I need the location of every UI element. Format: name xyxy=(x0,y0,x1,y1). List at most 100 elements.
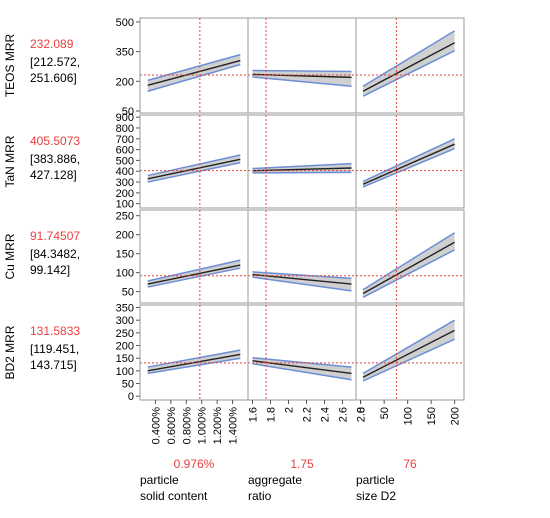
confidence-upper-line xyxy=(362,30,455,87)
y-tick-label: 250 xyxy=(116,328,134,340)
confidence-lower-line xyxy=(362,338,455,382)
y-tick-label: 200 xyxy=(116,76,134,88)
confidence-band xyxy=(147,260,241,288)
prediction-trace xyxy=(362,143,455,185)
confidence-lower-line xyxy=(147,267,241,288)
factor-name: particle xyxy=(140,473,179,487)
factor-name: solid content xyxy=(140,489,208,503)
prediction-trace xyxy=(147,59,241,86)
factor-name: particle xyxy=(356,473,395,487)
x-tick-label: 1.400% xyxy=(228,407,240,445)
response-name: BD2 MRR xyxy=(3,325,17,379)
confidence-interval: [119.451, xyxy=(30,342,79,356)
profile-cell xyxy=(248,18,356,113)
confidence-upper-line xyxy=(362,319,455,375)
factor-name: size D2 xyxy=(356,489,396,503)
y-tick-label: 350 xyxy=(116,303,134,315)
prediction-trace xyxy=(147,158,241,180)
profile-cell xyxy=(140,210,248,303)
prediction-trace xyxy=(362,42,455,92)
y-tick-label: 800 xyxy=(116,123,134,135)
confidence-band xyxy=(147,350,241,374)
y-tick-label: 300 xyxy=(116,177,134,189)
confidence-upper-line xyxy=(362,232,456,291)
y-tick-label: 500 xyxy=(116,155,134,167)
confidence-lower-line xyxy=(252,276,352,292)
x-tick-label: 0 xyxy=(356,407,368,413)
confidence-interval: 99.142] xyxy=(30,263,70,277)
response-name: TEOS MRR xyxy=(3,34,17,98)
y-tick-label: 500 xyxy=(116,17,134,29)
predicted-value: 91.74507 xyxy=(30,229,80,243)
x-tick-label: 1.200% xyxy=(212,407,224,445)
y-tick-label: 150 xyxy=(116,249,134,261)
y-tick-label: 200 xyxy=(116,230,134,242)
y-tick-label: 50 xyxy=(122,106,134,118)
y-tick-label: 100 xyxy=(116,268,134,280)
y-tick-label: 300 xyxy=(116,315,134,327)
x-tick-label: 2.6 xyxy=(338,407,350,422)
x-tick-label: 2.8 xyxy=(356,407,368,422)
factor-current-value: 1.75 xyxy=(290,457,314,471)
y-tick-label: 100 xyxy=(116,366,134,378)
confidence-lower-line xyxy=(147,63,241,92)
cell-frame xyxy=(355,17,465,114)
x-tick-label: 2.4 xyxy=(320,407,332,422)
confidence-upper-line xyxy=(252,69,352,73)
profile-cell xyxy=(248,305,356,400)
confidence-interval: 251.606] xyxy=(30,71,77,85)
confidence-upper-line xyxy=(147,349,241,368)
y-tick-label: 700 xyxy=(116,134,134,146)
x-tick-label: 200 xyxy=(450,407,462,425)
cell-frame xyxy=(355,209,465,304)
factor-current-value: 76 xyxy=(403,457,417,471)
response-name: Cu MRR xyxy=(3,233,17,279)
y-tick-label: 250 xyxy=(116,211,134,223)
confidence-upper-line xyxy=(147,53,241,82)
confidence-upper-line xyxy=(147,259,241,282)
confidence-interval: [383.886, xyxy=(30,152,80,166)
y-tick-label: 50 xyxy=(122,287,134,299)
predicted-value: 131.5833 xyxy=(30,324,80,338)
x-tick-label: 2 xyxy=(284,407,296,413)
x-tick-label: 1.6 xyxy=(248,407,260,422)
x-tick-label: 0.800% xyxy=(181,407,193,445)
response-name: TaN MRR xyxy=(3,135,17,187)
confidence-interval: 143.715] xyxy=(30,358,77,372)
x-tick-label: 50 xyxy=(379,407,391,419)
predicted-value: 405.5073 xyxy=(30,134,80,148)
predicted-value: 232.089 xyxy=(30,37,74,51)
y-tick-label: 400 xyxy=(116,166,134,178)
y-tick-label: 100 xyxy=(116,199,134,211)
confidence-lower-line xyxy=(252,76,352,88)
y-tick-label: 350 xyxy=(116,47,134,59)
confidence-interval: 427.128] xyxy=(30,168,77,182)
x-tick-label: 1.000% xyxy=(197,407,209,445)
confidence-upper-line xyxy=(147,154,241,177)
confidence-lower-line xyxy=(252,171,352,174)
cell-frame xyxy=(355,304,465,401)
x-tick-label: 150 xyxy=(426,407,438,425)
confidence-interval: [212.572, xyxy=(30,55,80,69)
confidence-lower-line xyxy=(147,161,241,183)
confidence-band xyxy=(252,70,352,87)
confidence-interval: [84.3482, xyxy=(30,247,80,261)
y-tick-label: 0 xyxy=(128,391,134,403)
y-tick-label: 150 xyxy=(116,353,134,365)
prediction-trace xyxy=(147,264,241,285)
cell-frame xyxy=(355,114,465,209)
x-tick-label: 0.600% xyxy=(166,407,178,445)
profile-cell xyxy=(248,115,356,208)
confidence-lower-line xyxy=(147,357,241,375)
confidence-upper-line xyxy=(252,271,352,280)
x-tick-label: 1.8 xyxy=(266,407,278,422)
confidence-lower-line xyxy=(362,49,455,97)
confidence-lower-line xyxy=(362,249,455,298)
x-tick-label: 2.2 xyxy=(302,407,314,422)
y-tick-label: 600 xyxy=(116,145,134,157)
confidence-upper-line xyxy=(252,162,352,170)
confidence-upper-line xyxy=(362,138,455,183)
y-tick-label: 900 xyxy=(116,112,134,124)
prediction-trace xyxy=(362,241,455,295)
